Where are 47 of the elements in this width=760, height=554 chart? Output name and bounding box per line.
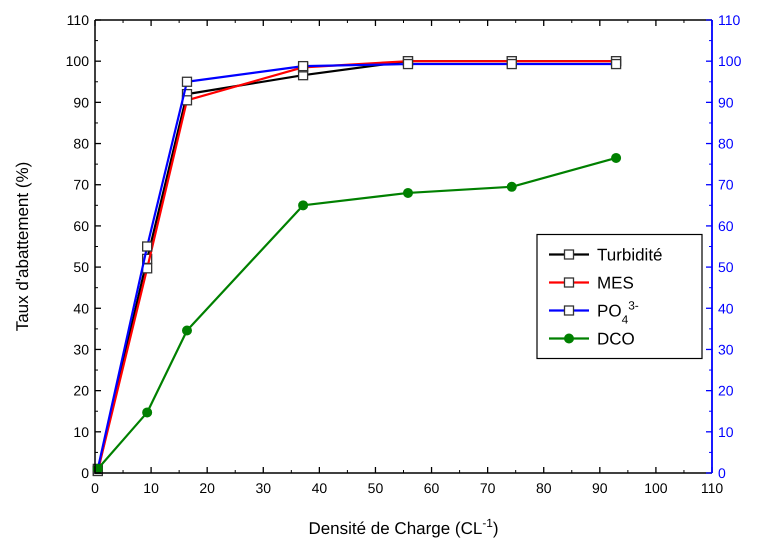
x-tick-label: 100: [644, 480, 668, 496]
y-tick-label: 100: [66, 53, 90, 70]
legend-label: Turbidité: [597, 246, 663, 264]
y2-tick-label: 90: [718, 94, 734, 110]
x-tick-label: 110: [700, 480, 724, 496]
y2-tick-label: 20: [718, 382, 734, 399]
point: [611, 152, 622, 163]
y-tick-label: 40: [73, 300, 90, 316]
y2-tick-label: 70: [718, 176, 734, 193]
y-tick-label: 0: [81, 465, 90, 481]
x-tick-label: 0: [91, 480, 100, 496]
x-tick-label: 90: [592, 480, 608, 496]
x-tick-label: 80: [536, 480, 552, 496]
point: [182, 326, 192, 336]
y-tick-label: 110: [66, 12, 90, 28]
y2-tick-label: 80: [718, 136, 734, 152]
y-tick-label: 20: [73, 382, 90, 399]
y-axis-title: Taux d'abattement (%): [13, 162, 32, 332]
y-tick-label: 10: [73, 424, 90, 440]
y-tick-label: 70: [73, 176, 90, 193]
x-tick-label: 60: [424, 480, 440, 496]
y-tick-label: 80: [73, 136, 90, 152]
x-tick-label: 30: [255, 480, 272, 496]
point: [298, 200, 308, 210]
x-tick-label: 20: [199, 480, 216, 496]
x-tick-label: 10: [143, 480, 160, 496]
y2-tick-label: 0: [718, 465, 726, 481]
legend-label: MES: [597, 274, 634, 292]
y-tick-label: 50: [73, 259, 90, 276]
legend-label: DCO: [597, 330, 635, 348]
y-tick-label: 60: [73, 218, 90, 234]
y-tick-label: 90: [73, 94, 90, 110]
x-tick-label: 50: [368, 480, 384, 496]
y2-tick-label: 100: [718, 53, 742, 70]
y2-tick-label: 40: [718, 300, 734, 316]
y2-tick-label: 30: [718, 341, 734, 358]
y-tick-label: 30: [73, 341, 90, 358]
y2-tick-label: 50: [718, 259, 734, 276]
y2-tick-label: 60: [718, 218, 734, 234]
x-tick-label: 40: [312, 480, 328, 496]
y2-tick-label: 110: [718, 12, 741, 28]
point: [142, 407, 152, 418]
y2-tick-label: 10: [718, 424, 734, 440]
x-axis-title: Densité de Charge (CL$^{-1}$): [308, 516, 499, 538]
point: [402, 188, 413, 198]
x-tick-label: 70: [480, 480, 496, 496]
point: [506, 182, 517, 192]
